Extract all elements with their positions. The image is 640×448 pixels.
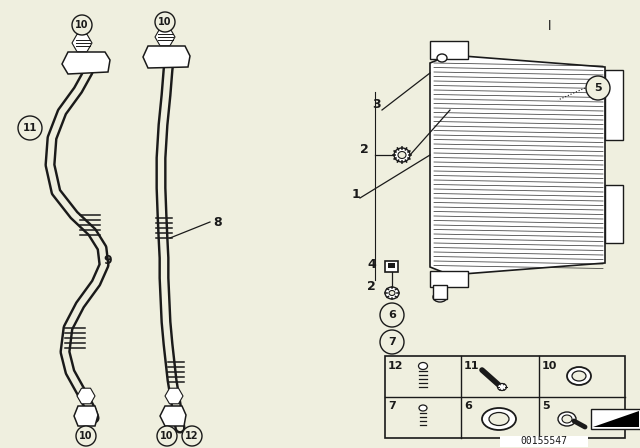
Circle shape [586, 76, 610, 100]
Text: 3: 3 [372, 98, 381, 111]
Ellipse shape [389, 290, 395, 296]
FancyBboxPatch shape [605, 185, 623, 243]
Ellipse shape [482, 408, 516, 430]
Ellipse shape [558, 412, 576, 426]
FancyBboxPatch shape [500, 436, 588, 447]
FancyBboxPatch shape [430, 41, 468, 59]
Polygon shape [77, 388, 95, 404]
Ellipse shape [437, 54, 447, 62]
Ellipse shape [385, 287, 399, 299]
Polygon shape [591, 409, 640, 429]
Polygon shape [72, 34, 92, 52]
Text: 5: 5 [542, 401, 550, 411]
Text: 2: 2 [367, 280, 376, 293]
FancyBboxPatch shape [430, 271, 468, 287]
Text: 12: 12 [185, 431, 199, 441]
Text: 10: 10 [79, 431, 93, 441]
Text: 7: 7 [388, 337, 396, 347]
Circle shape [380, 303, 404, 327]
Polygon shape [74, 406, 98, 426]
Circle shape [155, 12, 175, 32]
Text: 10: 10 [158, 17, 172, 27]
Text: 1: 1 [352, 188, 361, 201]
Ellipse shape [497, 383, 506, 391]
Text: 4: 4 [367, 258, 376, 271]
Text: 8: 8 [214, 215, 222, 228]
Circle shape [157, 426, 177, 446]
Text: 11: 11 [464, 361, 479, 371]
Polygon shape [588, 85, 608, 99]
Ellipse shape [433, 292, 447, 302]
FancyBboxPatch shape [385, 356, 625, 438]
Text: l: l [548, 20, 552, 33]
Text: 6: 6 [464, 401, 472, 411]
Ellipse shape [419, 405, 427, 411]
Polygon shape [155, 28, 175, 46]
Text: 10: 10 [160, 431, 173, 441]
Polygon shape [160, 406, 186, 426]
Text: 7: 7 [388, 401, 396, 411]
Ellipse shape [572, 371, 586, 381]
Ellipse shape [394, 148, 410, 162]
FancyBboxPatch shape [385, 261, 398, 272]
Text: 00155547: 00155547 [520, 436, 568, 446]
Circle shape [380, 330, 404, 354]
Polygon shape [593, 411, 639, 427]
Polygon shape [143, 46, 190, 68]
Circle shape [18, 116, 42, 140]
Text: 5: 5 [594, 83, 602, 93]
Polygon shape [430, 55, 605, 275]
FancyBboxPatch shape [388, 263, 395, 268]
Text: 12: 12 [388, 361, 403, 371]
Text: 11: 11 [23, 123, 37, 133]
Text: 6: 6 [388, 310, 396, 320]
Polygon shape [62, 52, 110, 74]
Text: 2: 2 [360, 143, 369, 156]
FancyBboxPatch shape [433, 285, 447, 299]
Ellipse shape [398, 151, 406, 159]
Ellipse shape [419, 362, 428, 370]
Ellipse shape [562, 415, 572, 423]
Circle shape [76, 426, 96, 446]
Polygon shape [165, 388, 183, 404]
Text: 9: 9 [104, 254, 112, 267]
Circle shape [72, 15, 92, 35]
Circle shape [182, 426, 202, 446]
Ellipse shape [489, 413, 509, 426]
Text: 10: 10 [76, 20, 89, 30]
Ellipse shape [567, 367, 591, 385]
Text: 10: 10 [542, 361, 557, 371]
FancyBboxPatch shape [605, 70, 623, 140]
